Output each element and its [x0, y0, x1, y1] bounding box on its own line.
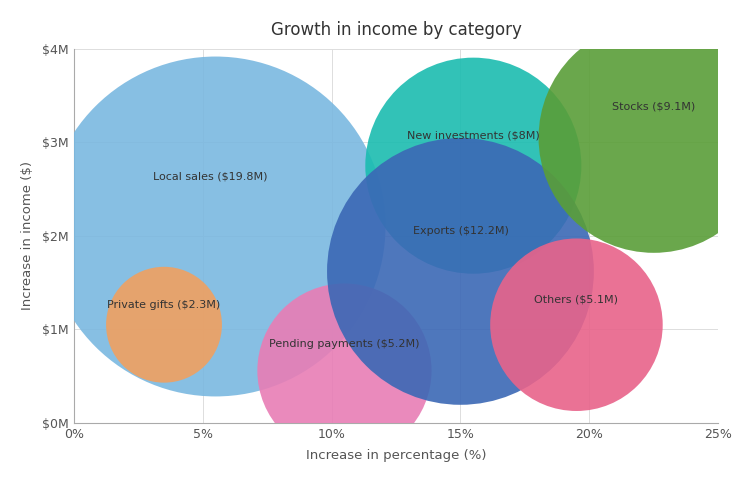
Text: Pending payments ($5.2M): Pending payments ($5.2M)	[269, 339, 419, 349]
Point	[209, 223, 221, 230]
Point	[454, 268, 466, 275]
Text: Exports ($12.2M): Exports ($12.2M)	[413, 226, 508, 236]
Point	[338, 367, 350, 374]
Point	[648, 134, 660, 142]
Point	[571, 321, 583, 328]
Point	[158, 321, 170, 328]
Point	[468, 162, 480, 170]
Y-axis label: Increase in income ($): Increase in income ($)	[21, 161, 34, 311]
Title: Growth in income by category: Growth in income by category	[270, 21, 521, 39]
X-axis label: Increase in percentage (%): Increase in percentage (%)	[306, 449, 486, 462]
Text: Local sales ($19.8M): Local sales ($19.8M)	[153, 171, 267, 182]
Text: New investments ($8M): New investments ($8M)	[407, 130, 540, 141]
Text: Others ($5.1M): Others ($5.1M)	[535, 294, 618, 304]
Text: Private gifts ($2.3M): Private gifts ($2.3M)	[108, 300, 221, 310]
Text: Stocks ($9.1M): Stocks ($9.1M)	[612, 101, 696, 112]
